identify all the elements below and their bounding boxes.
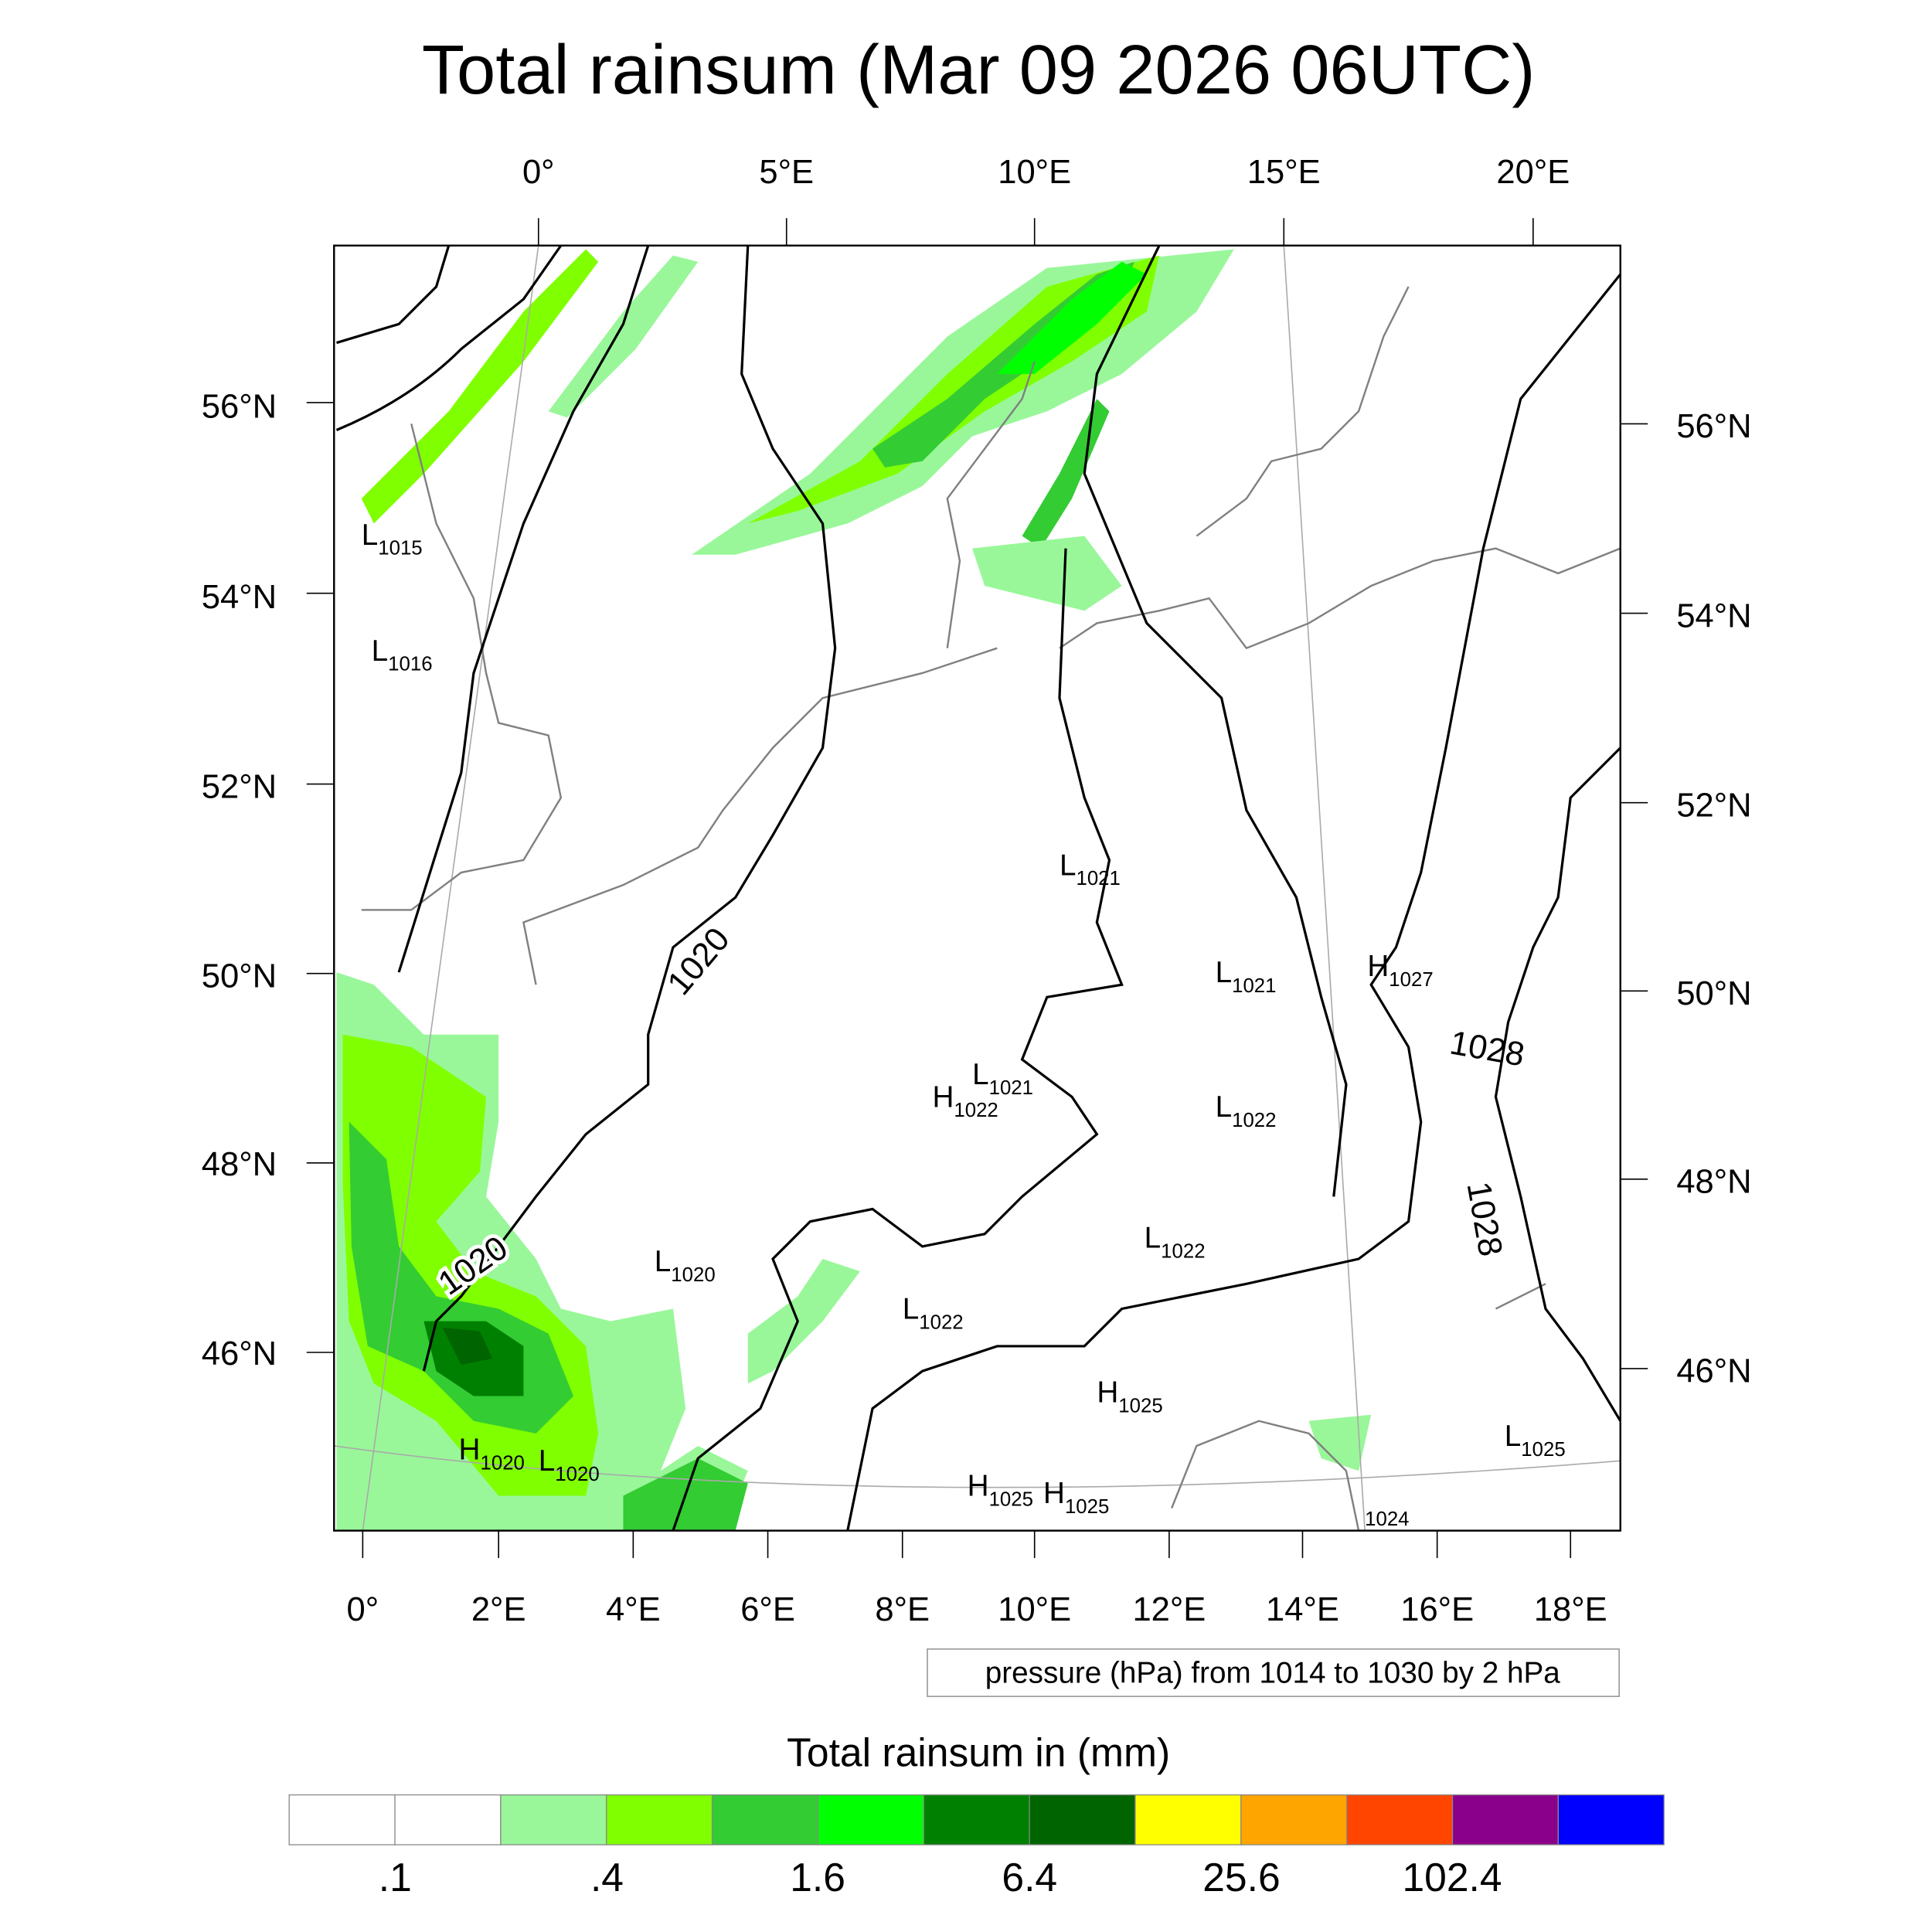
lon-label: 5°E <box>759 154 814 191</box>
pressure-high-label: H1025 <box>1097 1376 1162 1417</box>
pressure-low-label: L1015 <box>362 519 423 560</box>
lat-label: 52°N <box>202 768 277 805</box>
lat-label: 56°N <box>202 388 277 425</box>
lat-label: 50°N <box>1676 975 1751 1012</box>
lon-label: 2°E <box>471 1591 526 1628</box>
lat-label: 54°N <box>202 579 277 616</box>
pressure-center-labels: L1015 L1016 L1021 L1021 H1027 L1021 H102… <box>362 519 1566 1530</box>
lon-label: 16°E <box>1400 1591 1474 1628</box>
pressure-high-label: H1027 <box>1367 950 1433 991</box>
colorbar-box <box>1029 1794 1136 1845</box>
pressure-low-label: L1025 <box>1505 1420 1566 1461</box>
colorbar-box <box>606 1794 713 1845</box>
contour-label: 1020 <box>661 921 737 1002</box>
lon-label: 10°E <box>998 1591 1071 1628</box>
colorbar-box <box>1557 1794 1665 1845</box>
colorbar-boxes <box>288 1794 1665 1845</box>
lon-label: 10°E <box>998 154 1071 191</box>
contour-info-box: pressure (hPa) from 1014 to 1030 by 2 hP… <box>927 1648 1620 1697</box>
colorbar-box <box>923 1794 1030 1845</box>
lon-label: 8°E <box>875 1591 930 1628</box>
pressure-low-label: L1022 <box>1145 1222 1206 1263</box>
contour-info-text: pressure (hPa) from 1014 to 1030 by 2 hP… <box>985 1656 1561 1689</box>
pressure-low-label: L1016 <box>372 634 433 675</box>
pressure-value-label: 1024 <box>1365 1509 1409 1530</box>
contour-label: 1028 <box>1447 1024 1527 1073</box>
axis-ticks <box>306 218 1648 1559</box>
lat-label: 52°N <box>1676 787 1751 824</box>
map-panel: L1015 L1016 L1021 L1021 H1027 L1021 H102… <box>202 154 1752 1628</box>
lon-label: 0° <box>522 154 555 191</box>
colorbar-label: 1.6 <box>790 1855 845 1900</box>
lat-label: 56°N <box>1676 408 1751 445</box>
colorbar-box <box>817 1794 924 1845</box>
left-latitude-labels: 56°N 54°N 52°N 50°N 48°N 46°N <box>202 388 277 1372</box>
colorbar: Total rainsum in (mm) .1 .4 1.6 6.4 25.6… <box>288 1730 1665 1900</box>
bottom-longitude-labels: 0° 2°E 4°E 6°E 8°E 10°E 12°E 14°E 16°E 1… <box>347 1591 1607 1628</box>
lon-label: 18°E <box>1534 1591 1607 1628</box>
colorbar-label: .1 <box>379 1855 412 1900</box>
colorbar-box <box>1451 1794 1560 1845</box>
lon-label: 20°E <box>1496 154 1570 191</box>
pressure-contours <box>335 245 1621 1531</box>
colorbar-label: 6.4 <box>1002 1855 1057 1900</box>
lon-label: 4°E <box>606 1591 661 1628</box>
pressure-low-label: L1020 <box>655 1245 716 1286</box>
lon-label: 15°E <box>1247 154 1321 191</box>
colorbar-label: 102.4 <box>1402 1855 1502 1900</box>
colorbar-label: .4 <box>590 1855 624 1900</box>
lon-label: 14°E <box>1266 1591 1339 1628</box>
map-frame <box>333 244 1621 1532</box>
colorbar-box <box>500 1794 607 1845</box>
pressure-low-label: L1021 <box>972 1058 1033 1099</box>
pressure-low-label: L1022 <box>903 1292 964 1333</box>
right-latitude-labels: 56°N 54°N 52°N 50°N 48°N 46°N <box>1676 408 1751 1390</box>
pressure-low-label: L1021 <box>1216 956 1277 997</box>
lon-label: 0° <box>347 1591 379 1628</box>
top-longitude-labels: 0° 5°E 10°E 15°E 20°E <box>522 154 1570 191</box>
lat-label: 46°N <box>202 1335 277 1372</box>
colorbar-box <box>394 1794 502 1845</box>
pressure-low-label: L1021 <box>1060 849 1121 889</box>
lat-label: 46°N <box>1676 1353 1751 1390</box>
contour-label: 1028 <box>1460 1179 1509 1260</box>
pressure-high-label: H1020 <box>459 1434 525 1475</box>
figure-title: Total rainsum (Mar 09 2026 06UTC) <box>422 31 1536 109</box>
colorbar-box <box>1240 1794 1348 1845</box>
lat-label: 54°N <box>1676 597 1751 634</box>
pressure-low-label: L1020 <box>539 1444 600 1485</box>
lat-label: 48°N <box>1676 1164 1751 1201</box>
coastlines <box>361 286 1621 1531</box>
colorbar-labels: .1 .4 1.6 6.4 25.6 102.4 <box>379 1855 1502 1900</box>
lat-label: 50°N <box>202 957 277 995</box>
colorbar-label: 25.6 <box>1202 1855 1280 1900</box>
pressure-high-label: H1022 <box>932 1080 998 1121</box>
lon-label: 6°E <box>740 1591 795 1628</box>
colorbar-box <box>1134 1794 1242 1845</box>
pressure-high-label: H1025 <box>968 1469 1033 1510</box>
lat-label: 48°N <box>202 1146 277 1183</box>
rain-field <box>336 249 1372 1531</box>
graticule <box>334 245 1621 1531</box>
colorbar-title: Total rainsum in (mm) <box>787 1730 1170 1774</box>
pressure-high-label: H1025 <box>1043 1477 1109 1518</box>
lon-label: 12°E <box>1132 1591 1206 1628</box>
colorbar-box <box>711 1794 819 1845</box>
colorbar-box <box>288 1794 396 1845</box>
colorbar-box <box>1346 1794 1454 1845</box>
pressure-low-label: L1022 <box>1216 1090 1277 1131</box>
